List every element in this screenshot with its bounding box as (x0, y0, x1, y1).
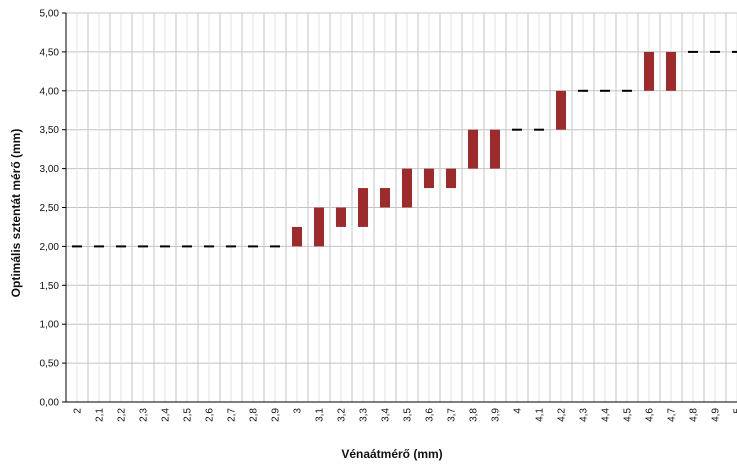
range-bar (292, 226, 302, 247)
range-bar (358, 188, 368, 227)
x-tick-label: 2,7 (227, 408, 238, 422)
x-tick-label: 3,6 (425, 408, 436, 422)
y-axis-title: Optimális sztentát mérő (mm) (9, 129, 23, 298)
y-axis-ticks: 0,00 0,50 1,00 1,50 2,00 2,50 3,00 3,50 4,00 4,50… (40, 9, 60, 409)
x-tick-label: 2 (73, 408, 84, 414)
y-tick-label: 3,00 (40, 164, 60, 175)
y-tick-label: 2,50 (40, 203, 60, 214)
x-tick-label: 4,7 (667, 408, 678, 422)
x-tick-label: 4,9 (711, 408, 722, 422)
range-bar (556, 90, 566, 130)
x-tick-label: 3,5 (403, 408, 414, 422)
y-tick-label: 3,50 (40, 125, 60, 136)
range-bar (336, 207, 346, 227)
range-bar (468, 129, 478, 169)
y-tick-label: 4,00 (40, 86, 60, 97)
x-tick-label: 4,5 (623, 408, 634, 422)
x-tick-label: 4,1 (535, 408, 546, 422)
x-tick-label: 4,3 (579, 408, 590, 422)
range-bar (314, 207, 324, 247)
x-tick-label: 2,4 (161, 408, 172, 422)
x-tick-label: 2,3 (139, 408, 150, 422)
range-bar (644, 51, 654, 91)
x-tick-label: 3 (293, 408, 304, 414)
x-tick-label: 4,6 (645, 408, 656, 422)
y-tick-label: 4,50 (40, 47, 60, 58)
x-axis-title: Vénaátmérő (mm) (341, 447, 442, 461)
y-tick-label: 5,00 (40, 9, 60, 20)
y-tick-label: 1,00 (40, 320, 60, 331)
y-tick-label: 0,00 (40, 398, 60, 409)
grid-lines (62, 12, 737, 403)
x-tick-label: 2,1 (95, 408, 106, 422)
x-tick-label: 3,4 (381, 408, 392, 422)
x-tick-label: 2,9 (271, 408, 282, 422)
x-tick-label: 3,1 (315, 408, 326, 422)
y-tick-label: 0,50 (40, 359, 60, 370)
x-tick-label: 3,8 (469, 408, 480, 422)
x-tick-label: 5 (733, 408, 737, 414)
x-tick-label: 2,5 (183, 408, 194, 422)
range-bar (446, 168, 456, 189)
x-tick-label: 2,6 (205, 408, 216, 422)
x-tick-label: 2,2 (117, 408, 128, 422)
range-bar (402, 168, 412, 208)
x-tick-label: 4,4 (601, 408, 612, 422)
range-bars (72, 50, 737, 248)
y-tick-label: 1,50 (40, 281, 60, 292)
range-bar (380, 188, 390, 208)
range-bar (424, 168, 434, 189)
x-tick-label: 3,7 (447, 408, 458, 422)
range-bar (490, 129, 500, 169)
x-tick-label: 2,8 (249, 408, 260, 422)
x-tick-label: 4,8 (689, 408, 700, 422)
range-bar (666, 51, 676, 91)
y-tick-label: 2,00 (40, 242, 60, 253)
x-tick-label: 3,9 (491, 408, 502, 422)
x-tick-label: 4,2 (557, 408, 568, 422)
x-axis-ticks: 2 2,1 2,2 2,3 2,4 2,5 2,6 2,7 2,8 2,9 3 3,1 3,2 3,3 3,… (73, 408, 737, 422)
x-tick-label: 3,3 (359, 408, 370, 422)
x-tick-label: 3,2 (337, 408, 348, 422)
x-tick-label: 4 (513, 408, 524, 414)
